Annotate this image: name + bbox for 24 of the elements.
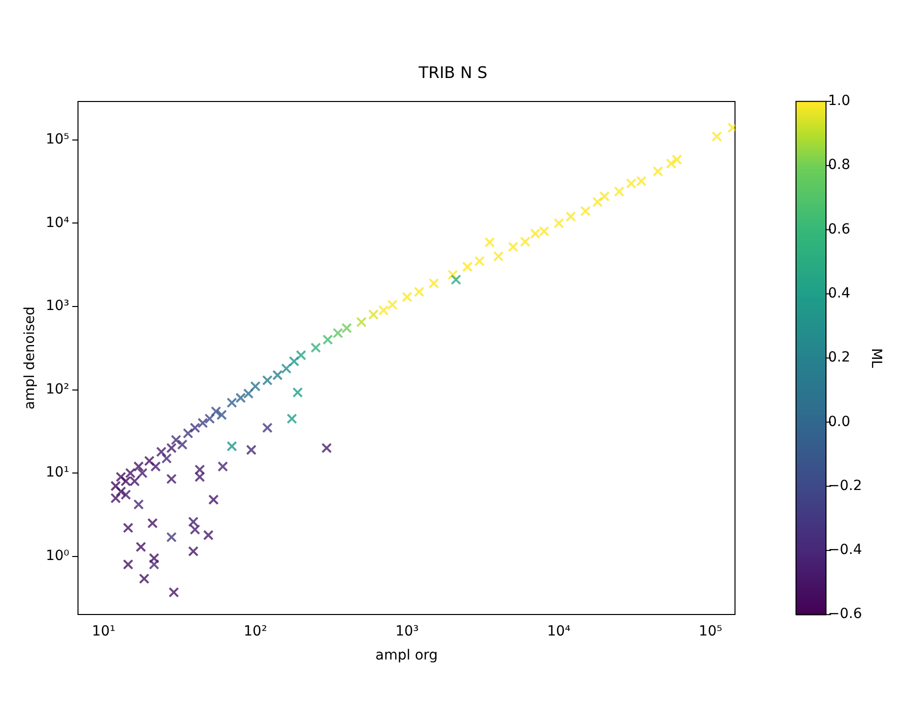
- color-bar-label: 0.4: [828, 285, 850, 302]
- color-bar-label: −0.2: [828, 478, 862, 494]
- y-tick-label: 10³: [46, 298, 70, 314]
- y-tick-label: 10²: [46, 381, 70, 398]
- color-bar-label: 0.0: [828, 414, 850, 430]
- x-tick-label: 10³: [395, 624, 419, 640]
- x-tick-label: 10⁴: [547, 624, 571, 640]
- x-tick-label: 10²: [244, 624, 268, 640]
- color-bar-title: ML: [868, 348, 884, 368]
- color-bar-label: 0.8: [828, 157, 850, 174]
- y-tick-label: 10⁵: [46, 132, 70, 148]
- color-bar-label: −0.4: [828, 542, 862, 558]
- color-bar-label: −0.6: [828, 606, 862, 622]
- chart-title: TRIB N S: [418, 62, 488, 82]
- y-axis-title: ampl denoised: [22, 306, 38, 410]
- x-tick-label: 10⁵: [698, 624, 722, 640]
- y-tick-label: 10¹: [46, 464, 70, 481]
- color-bar-label: 1.0: [828, 93, 850, 110]
- y-tick-label: 10⁴: [46, 214, 70, 231]
- x-axis-title: ampl org: [375, 647, 438, 664]
- x-tick-label: 10¹: [92, 624, 116, 640]
- color-bar-label: 0.6: [828, 221, 850, 238]
- color-bar-label: 0.2: [828, 350, 850, 366]
- y-tick-label: 10⁰: [46, 548, 70, 564]
